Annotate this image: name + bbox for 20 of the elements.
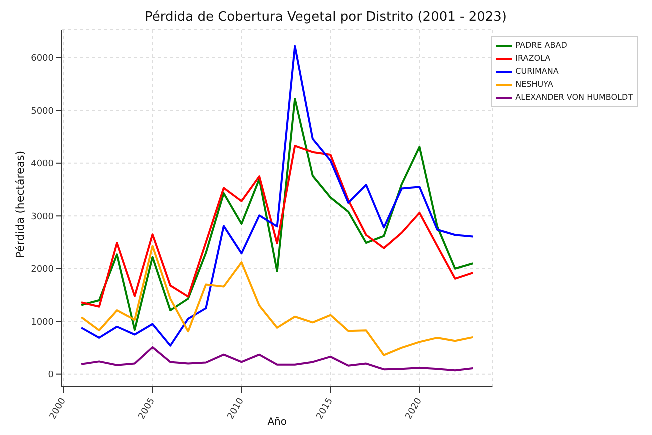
chart-title: Pérdida de Cobertura Vegetal por Distrito (2001 - 2023) [144, 10, 508, 25]
line-series [80, 45, 474, 347]
legend-label: PADRE ABAD [516, 40, 568, 52]
legend-label: ALEXANDER VON HUMBOLDT [516, 92, 633, 104]
line-series [80, 346, 474, 372]
y-axis-title: Pérdida (hectáreas) [14, 150, 27, 258]
y-tick-label: 1000 [31, 318, 54, 328]
line-series [80, 245, 474, 356]
y-tick-label: 2000 [31, 265, 54, 276]
y-tick-label: 5000 [31, 106, 54, 117]
line-series [80, 98, 474, 332]
x-axis-title: Año [268, 417, 287, 428]
line-series [80, 145, 474, 308]
y-tick-label: 6000 [31, 54, 54, 64]
y-tick-label: 0 [48, 370, 54, 381]
legend-label: IRAZOLA [516, 53, 551, 65]
y-tick-label: 3000 [31, 212, 54, 222]
legend-label: NESHUYA [516, 79, 554, 91]
y-tick-label: 4000 [31, 160, 54, 170]
legend-label: CURIMANA [516, 66, 559, 78]
